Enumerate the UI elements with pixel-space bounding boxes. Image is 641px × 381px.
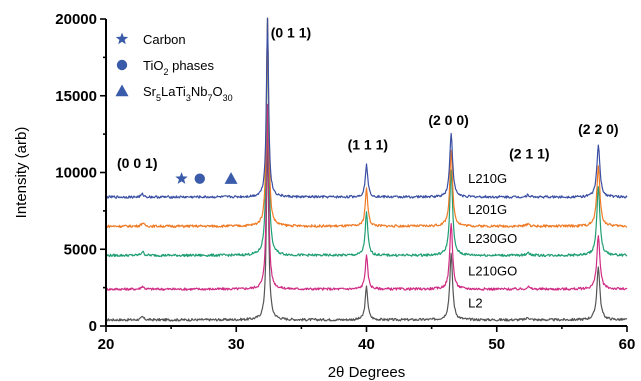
legend-entry: TiO2 phases — [143, 58, 215, 77]
peak-label: (2 1 1) — [509, 146, 549, 162]
series-labels: L2 L210GO L230GO L201G L210G — [468, 171, 517, 310]
y-axis-label: Intensity (arb) — [13, 127, 30, 219]
x-tick-label: 30 — [228, 336, 245, 353]
series-L230GO-line — [105, 17, 628, 258]
triangle-phase-marker — [224, 172, 238, 184]
y-tick-label: 15000 — [55, 88, 97, 105]
x-tick-label: 60 — [619, 336, 636, 353]
star-icon — [115, 32, 129, 45]
series-traces — [105, 17, 628, 322]
series-label-L230GO: L230GO — [468, 231, 517, 246]
x-ticks: 20 30 40 50 60 — [98, 326, 636, 353]
legend: Carbon TiO2 phases Sr5LaTi3Nb7O30 — [115, 32, 233, 103]
peak-label: (0 1 1) — [271, 24, 311, 40]
series-label-L201G: L201G — [468, 202, 507, 217]
series-label-L210GO: L210GO — [468, 263, 517, 278]
circle-icon — [116, 59, 128, 71]
peak-label: (0 0 1) — [117, 155, 157, 171]
peak-label: (1 1 1) — [348, 136, 388, 152]
series-L210GO-line — [105, 103, 628, 291]
star-phase-marker — [175, 172, 188, 184]
series-L201G-line — [105, 17, 628, 228]
phase-markers — [175, 172, 238, 184]
series-L210G-line — [105, 17, 628, 199]
circle-phase-marker — [194, 173, 205, 184]
peak-label: (2 0 0) — [428, 112, 468, 128]
x-axis-label: 2θ Degrees — [328, 364, 406, 381]
series-label-L210G: L210G — [468, 171, 507, 186]
peak-label: (2 2 0) — [578, 121, 618, 137]
legend-entry: Sr5LaTi3Nb7O30 — [143, 84, 233, 103]
y-tick-label: 10000 — [55, 165, 97, 182]
triangle-icon — [115, 84, 129, 97]
series-L2-line — [105, 135, 628, 322]
peak-annotations: (0 0 1) (0 1 1) (1 1 1) (2 0 0) (2 1 1) (2 2 … — [117, 24, 619, 170]
x-tick-label: 40 — [358, 336, 375, 353]
y-tick-label: 0 — [89, 318, 97, 335]
x-tick-label: 50 — [488, 336, 505, 353]
y-tick-label: 20000 — [55, 11, 97, 28]
series-label-L2: L2 — [468, 296, 482, 311]
y-tick-label: 5000 — [64, 241, 97, 258]
x-tick-label: 20 — [98, 336, 115, 353]
legend-entry: Carbon — [143, 32, 186, 47]
y-ticks: 0 5000 10000 15000 20000 — [55, 11, 106, 335]
